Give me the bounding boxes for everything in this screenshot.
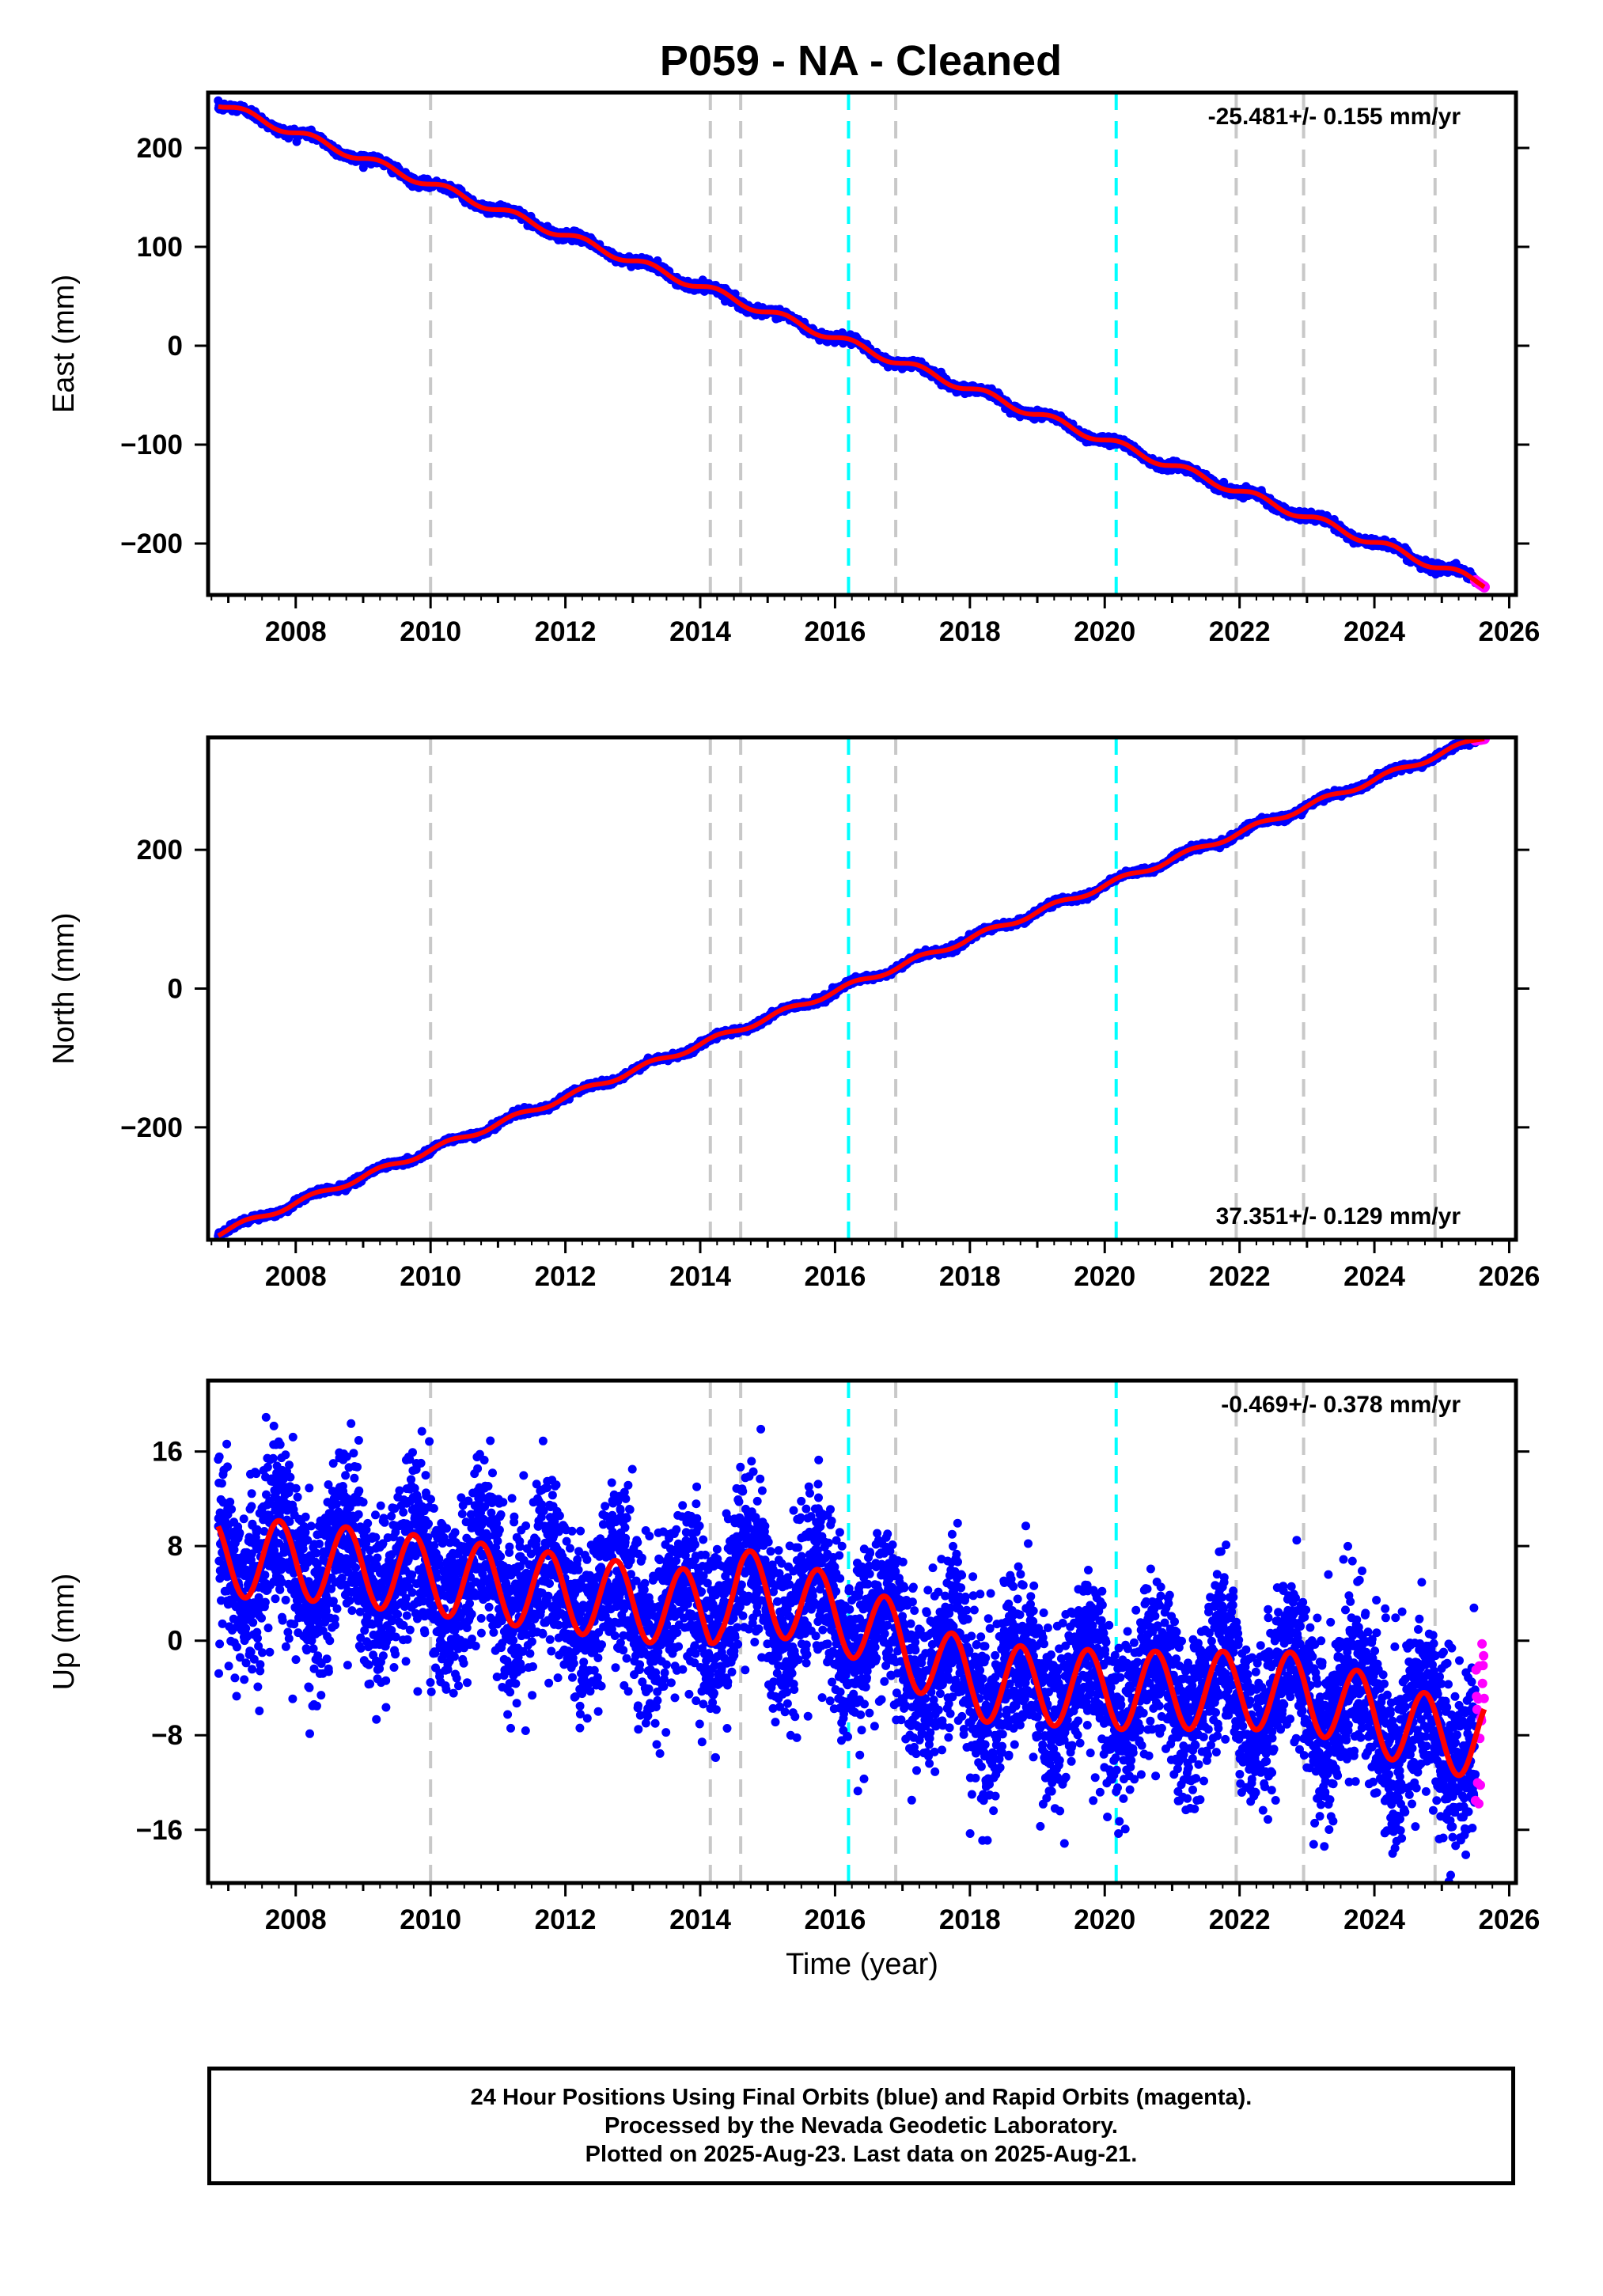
y-tick-label: 200 — [137, 835, 183, 866]
x-tick-label: 2024 — [1343, 1261, 1405, 1292]
y-tick-label: 200 — [137, 133, 183, 164]
x-tick-label: 2016 — [804, 1261, 866, 1292]
y-tick-label: −100 — [120, 430, 183, 460]
footer-caption-box: 24 Hour Positions Using Final Orbits (bl… — [207, 2067, 1515, 2185]
y-axis-label: East (mm) — [47, 275, 81, 413]
x-tick-label: 2020 — [1074, 616, 1135, 647]
footer-line-orbits: 24 Hour Positions Using Final Orbits (bl… — [470, 2085, 1252, 2110]
x-tick-label: 2018 — [939, 1261, 1001, 1292]
y-axis-label: North (mm) — [47, 912, 81, 1064]
y-tick-label: 0 — [168, 1626, 183, 1657]
x-tick-label: 2020 — [1074, 1904, 1135, 1935]
panel-frame — [206, 1378, 1518, 1885]
velocity-annotation: -25.481+/- 0.155 mm/yr — [1208, 104, 1461, 130]
footer-line-processor: Processed by the Nevada Geodetic Laborat… — [604, 2113, 1118, 2139]
x-tick-label: 2022 — [1209, 1261, 1271, 1292]
x-tick-label: 2010 — [400, 1904, 461, 1935]
x-tick-label: 2014 — [669, 1261, 731, 1292]
y-tick-label: 100 — [137, 232, 183, 263]
data-layer — [214, 1412, 1489, 1883]
panel-north: 2008 2010 2012 2014 2016 2018 2020 2022 2024 2026… — [47, 735, 1540, 1292]
y-tick-label: −200 — [120, 529, 183, 559]
x-tick-label: 2016 — [804, 1904, 866, 1935]
y-tick-label: −8 — [151, 1720, 183, 1751]
x-tick-label: 2012 — [535, 1904, 597, 1935]
x-tick-label: 2014 — [669, 616, 731, 647]
x-tick-label: 2010 — [400, 616, 461, 647]
x-tick-label: 2026 — [1479, 1261, 1540, 1292]
x-tick-label: 2026 — [1479, 1904, 1540, 1935]
x-tick-label: 2026 — [1479, 616, 1540, 647]
y-tick-label: 0 — [168, 331, 183, 362]
x-tick-label: 2010 — [400, 1261, 461, 1292]
x-tick-label: 2012 — [535, 616, 597, 647]
y-tick-label: −200 — [120, 1112, 183, 1143]
x-tick-label: 2008 — [265, 1904, 327, 1935]
model-fit-line — [215, 1517, 1487, 1779]
velocity-annotation: 37.351+/- 0.129 mm/yr — [1216, 1203, 1461, 1229]
panel-east: 2008 2010 2012 2014 2016 2018 2020 2022 2024 2026… — [47, 90, 1540, 647]
x-tick-label: 2024 — [1343, 616, 1405, 647]
x-tick-label: 2024 — [1343, 1904, 1405, 1935]
y-axis-label: Up (mm) — [47, 1574, 81, 1691]
x-tick-label: 2022 — [1209, 1904, 1271, 1935]
x-axis-label: Time (year) — [786, 1948, 938, 1981]
model-fit-line — [218, 104, 1486, 589]
figure-title: P059 - NA - Cleaned — [660, 37, 1062, 85]
x-tick-label: 2020 — [1074, 1261, 1135, 1292]
y-tick-label: 0 — [168, 974, 183, 1005]
data-layer — [214, 96, 1490, 593]
y-tick-label: 16 — [152, 1437, 183, 1468]
model-fit-line — [217, 737, 1485, 1238]
x-tick-label: 2018 — [939, 1904, 1001, 1935]
panel-frame — [206, 90, 1518, 597]
data-layer — [214, 737, 1490, 1240]
y-tick-label: 8 — [168, 1531, 183, 1562]
x-tick-label: 2014 — [669, 1904, 731, 1935]
footer-line-dates: Plotted on 2025-Aug-23. Last data on 202… — [585, 2142, 1138, 2167]
x-tick-label: 2008 — [265, 616, 327, 647]
x-tick-label: 2016 — [804, 616, 866, 647]
x-tick-label: 2012 — [535, 1261, 597, 1292]
velocity-annotation: -0.469+/- 0.378 mm/yr — [1221, 1392, 1461, 1418]
panel-up: 2008 2010 2012 2014 2016 2018 2020 2022 2024 2026… — [47, 1378, 1540, 1981]
x-tick-label: 2008 — [265, 1261, 327, 1292]
x-tick-label: 2022 — [1209, 616, 1271, 647]
x-tick-label: 2018 — [939, 616, 1001, 647]
y-tick-label: −16 — [136, 1815, 183, 1846]
